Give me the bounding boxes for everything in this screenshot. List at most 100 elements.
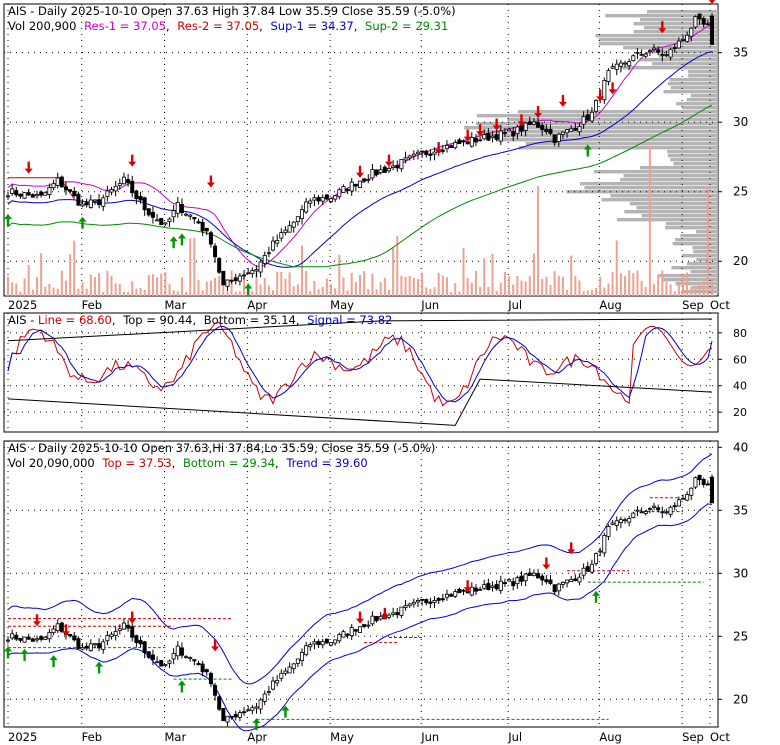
osc-symbol: AIS xyxy=(8,313,27,327)
volume-profile xyxy=(464,10,718,294)
volume-bar xyxy=(677,284,680,296)
volume-profile-bar xyxy=(639,58,718,62)
volume-profile-bar xyxy=(688,70,718,74)
candle-body xyxy=(502,582,507,584)
volume-bar xyxy=(89,274,92,296)
volume-profile-bar xyxy=(639,166,718,170)
volume-profile-bar xyxy=(681,106,718,110)
candle-body xyxy=(362,178,367,182)
volume-bar xyxy=(334,288,337,296)
sell-arrow xyxy=(211,639,220,652)
volume-bar xyxy=(433,287,436,296)
volume-profile-bar xyxy=(649,50,718,54)
candle-body xyxy=(242,274,247,277)
volume-profile-bar xyxy=(676,102,718,106)
candle-body xyxy=(117,183,122,186)
svg-text:Vol 20,090,000 Top = 3: Vol 20,090,000 Top = 37.53, Bottom = 29.… xyxy=(8,456,368,470)
candle-body xyxy=(6,639,11,642)
volume-bar xyxy=(375,289,378,296)
volume-bar xyxy=(176,291,179,296)
candle-body xyxy=(237,712,242,718)
trend-gridlines xyxy=(4,441,718,727)
candle-body xyxy=(643,53,648,57)
candle-body xyxy=(515,577,520,585)
candle-body xyxy=(88,643,93,651)
sell-arrow xyxy=(596,89,605,102)
candle-body xyxy=(440,149,445,152)
candle-body xyxy=(283,670,288,674)
candle-body xyxy=(494,584,499,590)
y-tick-label: 25 xyxy=(733,185,748,199)
candle-body xyxy=(225,715,230,723)
candle-body xyxy=(428,601,433,604)
candle-body xyxy=(22,636,27,643)
x-tick-label: Jul xyxy=(507,730,522,744)
candle-body xyxy=(18,193,23,197)
candle-body xyxy=(602,535,607,554)
candle-body xyxy=(208,672,213,685)
res1-label: Res-1 = 37.05 xyxy=(84,19,166,33)
volume-bar xyxy=(197,279,200,296)
sell-arrow xyxy=(380,607,389,620)
volume-bar xyxy=(23,278,26,296)
candle-body xyxy=(544,128,549,132)
candle-body xyxy=(155,661,160,664)
candle-body xyxy=(631,55,636,62)
candle-body xyxy=(531,121,536,125)
candle-body xyxy=(138,640,143,645)
candle-body xyxy=(275,680,280,684)
candle-body xyxy=(424,150,429,156)
candle-body xyxy=(150,654,155,660)
candle-body xyxy=(250,270,255,274)
candle-body xyxy=(30,194,35,198)
volume-profile-bar xyxy=(464,126,718,130)
volume-bar xyxy=(31,289,34,296)
candle-body xyxy=(449,145,454,149)
candle-body xyxy=(556,583,561,592)
volume-profile-bar xyxy=(601,198,718,202)
volume-profile-bar xyxy=(671,266,718,270)
candle-body xyxy=(420,598,425,601)
candle-body xyxy=(312,641,317,645)
candle-body xyxy=(84,645,89,649)
candle-body xyxy=(705,23,710,26)
volume-bar xyxy=(508,276,511,296)
svg-text:AIS - Daily 2025-10-10 Open 37: AIS - Daily 2025-10-10 Open 37.63 High 3… xyxy=(8,4,456,18)
candle-body xyxy=(453,142,458,149)
candle-body xyxy=(672,505,677,508)
volume-bar xyxy=(383,277,386,296)
candle-body xyxy=(540,124,545,131)
volume-bar xyxy=(263,277,266,296)
volume-bar xyxy=(379,282,382,296)
sell-arrow xyxy=(708,0,716,4)
candle-body xyxy=(461,589,466,592)
candle-body xyxy=(486,582,491,591)
candle-body xyxy=(275,240,280,244)
volume-bar xyxy=(226,291,229,296)
candle-body xyxy=(569,578,574,582)
volume-profile-bar xyxy=(670,86,718,90)
candle-body xyxy=(316,641,321,646)
volume-bar xyxy=(160,273,163,296)
volume-bar xyxy=(404,276,407,296)
candle-body xyxy=(656,507,661,511)
volume-bar xyxy=(479,286,482,296)
candle-body xyxy=(635,52,640,54)
volume-bar xyxy=(338,254,341,296)
candle-body xyxy=(540,575,545,581)
candle-body xyxy=(511,581,516,587)
candle-body xyxy=(548,129,553,134)
volume-profile-bar xyxy=(633,22,718,26)
volume-bar xyxy=(590,289,593,296)
candle-body xyxy=(171,653,176,660)
candle-body xyxy=(266,252,271,255)
x-axis-labels-top: 2025 Feb Mar Apr May Jun Jul Aug Sep Oct xyxy=(8,298,730,312)
volume-bar xyxy=(288,272,291,296)
volume-bar xyxy=(321,286,324,296)
candle-body xyxy=(370,615,375,625)
candle-body xyxy=(457,588,462,594)
oscillator-y-axis: 20 40 60 80 xyxy=(718,327,747,419)
volume-bar xyxy=(164,272,167,296)
candle-body xyxy=(10,633,15,639)
candle-body xyxy=(179,204,184,214)
